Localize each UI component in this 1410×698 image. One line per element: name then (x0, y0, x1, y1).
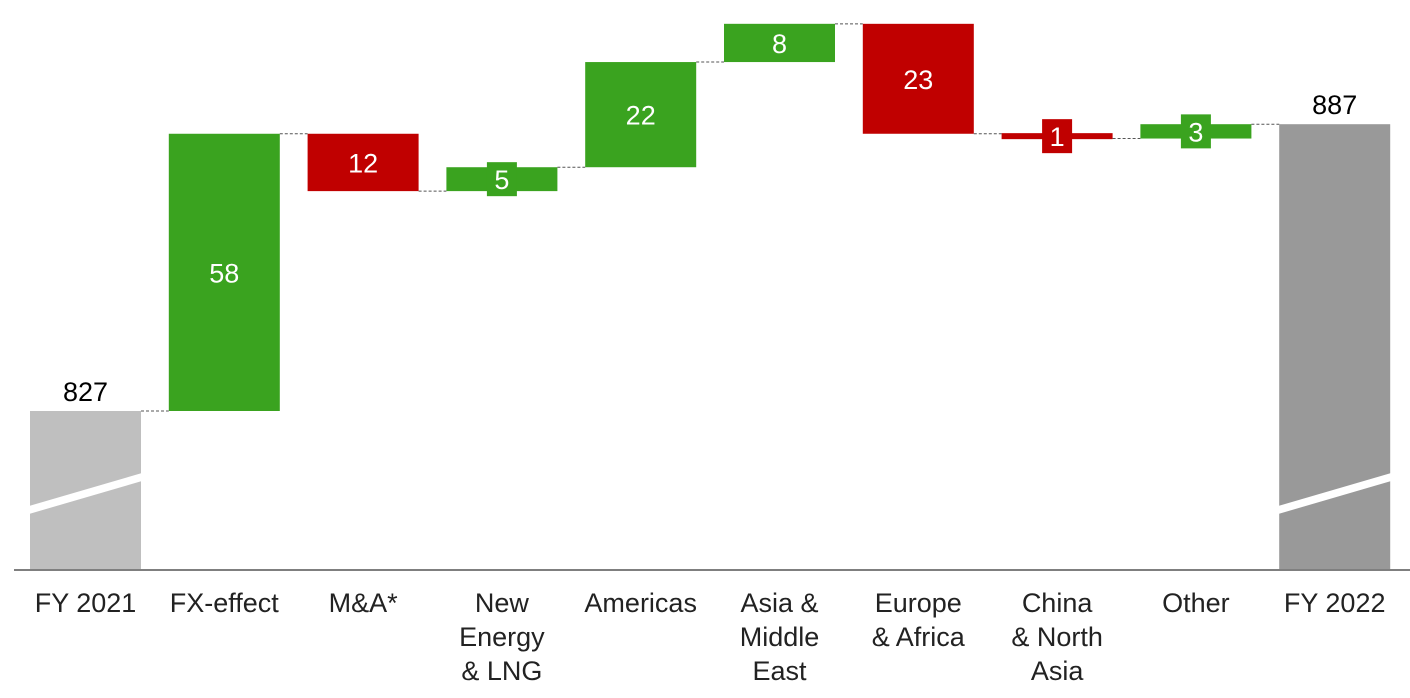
category-label-8: Other (1162, 588, 1230, 618)
data-label-4: 22 (626, 101, 656, 131)
axis-breaks-group (29, 473, 1392, 514)
data-label-2: 12 (348, 148, 378, 178)
bars-group (30, 23, 1391, 570)
category-label-9: FY 2022 (1284, 588, 1386, 618)
bar-2 (307, 133, 419, 192)
bar-1 (168, 133, 280, 411)
category-label-4: Americas (584, 588, 697, 618)
data-label-7: 1 (1050, 122, 1065, 152)
data-label-6: 23 (903, 65, 933, 95)
category-label-6: Europe & Africa (872, 588, 966, 652)
label-pad-3 (486, 162, 517, 197)
label-pad-8 (1180, 114, 1211, 149)
data-label-3: 5 (494, 165, 509, 195)
category-label-5: Asia & Middle East (740, 588, 820, 686)
connectors-group (141, 23, 1280, 412)
category-label-7: China & North Asia (1011, 588, 1103, 686)
data-label-5: 8 (772, 29, 787, 59)
data-label-8: 3 (1188, 117, 1203, 147)
data-label-1: 58 (209, 258, 239, 288)
data-label-0: 827 (63, 377, 108, 407)
axis-break-0 (29, 473, 142, 514)
category-label-3: New Energy & LNG (459, 588, 545, 686)
data-labels-group: 827 58 12 5 22 8 23 1 3 887 (63, 29, 1357, 407)
bar-6 (862, 23, 974, 134)
bar-4 (585, 62, 697, 168)
bar-5 (724, 23, 835, 63)
label-pad-7 (1042, 119, 1073, 154)
data-label-9: 887 (1312, 90, 1357, 120)
x-axis-labels-group: FY 2021 FX-effect M&A* New Energy & LNG Americ… (35, 588, 1386, 686)
category-label-2: M&A* (329, 588, 399, 618)
axis-break-9 (1278, 473, 1392, 514)
category-label-1: FX-effect (170, 588, 280, 618)
category-label-0: FY 2021 (35, 588, 137, 618)
